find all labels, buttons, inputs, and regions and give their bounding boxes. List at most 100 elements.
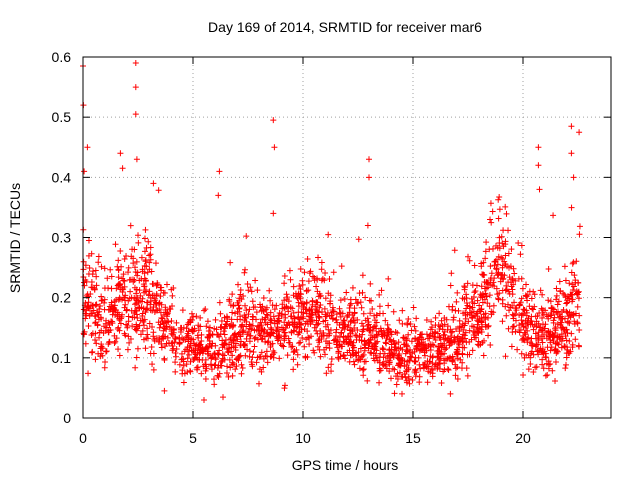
data-point [568,291,575,298]
data-point [187,342,194,349]
data-point [372,323,379,330]
data-point [140,281,147,288]
data-point [131,246,138,253]
data-point [554,301,561,308]
data-point [545,358,552,365]
data-point [100,330,107,337]
data-point [333,316,340,323]
data-point [524,327,531,334]
data-point [163,323,170,330]
data-point [150,281,157,288]
data-point [311,324,318,331]
data-point [400,334,407,341]
data-point [539,314,546,321]
data-point [302,320,309,327]
data-point [424,379,431,386]
data-point [249,316,256,323]
data-point [287,304,294,311]
data-point [225,349,232,356]
data-point [402,374,409,381]
data-point [366,297,373,304]
data-point [569,287,576,294]
data-point [564,319,571,326]
data-point [407,321,414,328]
data-point [365,321,372,328]
data-point [317,302,324,309]
data-point [455,307,462,314]
data-point [143,299,150,306]
data-point [301,343,308,350]
data-point [147,251,154,258]
data-point [553,292,560,299]
data-point [432,336,439,343]
x-tick-label: 10 [295,430,311,446]
data-point [545,328,552,335]
data-point [464,302,471,309]
data-point [185,332,192,339]
data-point [430,342,437,349]
data-point [267,353,274,360]
data-point [207,352,214,359]
data-point [535,329,542,336]
data-point [239,328,246,335]
data-point [240,293,247,300]
data-point [151,309,158,316]
data-point [322,351,329,358]
data-point [284,305,291,312]
data-point [381,331,388,338]
data-point [384,321,391,328]
data-point [96,306,103,313]
data-point [545,315,552,322]
data-point [142,256,149,263]
data-point [261,316,268,323]
data-point [135,299,142,306]
data-point [158,344,165,351]
data-point [256,324,263,331]
data-point [90,268,97,275]
data-point [349,328,356,335]
data-point [496,245,503,252]
data-point [115,346,122,353]
data-point [170,345,177,352]
data-point [510,323,517,330]
data-point [376,365,383,372]
data-point [239,365,246,372]
data-point [550,319,557,326]
data-point [128,253,135,260]
data-point [232,330,239,337]
data-point [324,332,331,339]
data-point [558,338,565,345]
data-point [500,275,507,282]
data-point [217,324,224,331]
data-point [562,277,569,284]
data-point [161,387,168,394]
data-point [544,344,551,351]
data-point [463,305,470,312]
data-point [499,300,506,307]
data-point [237,287,244,294]
data-point [534,348,541,355]
data-point [550,212,557,219]
data-point [533,342,540,349]
data-point [395,355,402,362]
data-point [141,248,148,255]
data-point [148,343,155,350]
data-point [274,320,281,327]
data-point [82,262,89,269]
data-point [187,358,194,365]
data-point [539,361,546,368]
data-point [390,308,397,315]
data-point [488,308,495,315]
data-point [238,296,245,303]
data-point [411,323,418,330]
data-point [479,271,486,278]
data-point [313,317,320,324]
data-point [567,312,574,319]
data-point [430,333,437,340]
data-point [127,288,134,295]
data-point [330,308,337,315]
data-point [552,377,559,384]
data-point [158,284,165,291]
data-point [202,356,209,363]
data-point [149,292,156,299]
